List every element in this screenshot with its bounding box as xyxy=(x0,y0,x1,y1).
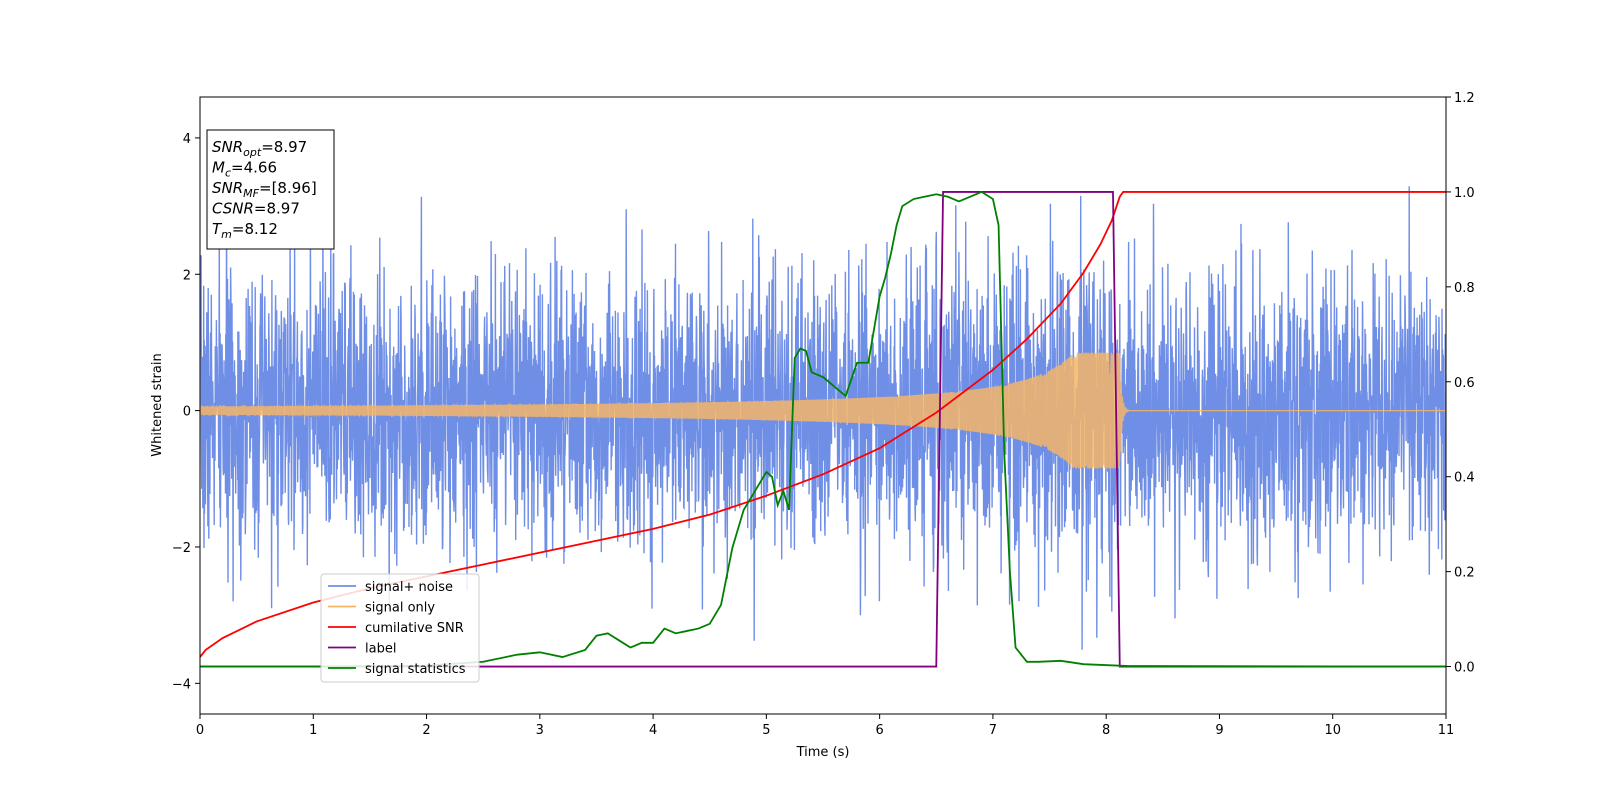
series-signal-statistics xyxy=(200,190,1446,668)
annotation-value: =8.12 xyxy=(232,220,278,238)
legend-frame xyxy=(320,573,480,683)
series-signal-plus-noise xyxy=(200,186,1446,650)
annotation-line: Mc=4.66 xyxy=(212,159,277,180)
legend-label: signal only xyxy=(365,601,435,616)
y2-tick-label: 1.0 xyxy=(1454,186,1475,201)
y2-tick-label: 1.2 xyxy=(1454,91,1475,106)
annotation-symbol: M xyxy=(212,159,225,177)
annotation-frame xyxy=(206,129,335,250)
x-tick-label: 1 xyxy=(309,723,317,738)
annotation-line: SNRMF=[8.96] xyxy=(212,179,317,200)
y2-tick-label: 0.6 xyxy=(1454,376,1475,391)
y2-tick-label: 0.8 xyxy=(1454,281,1475,296)
annotation-subscript: m xyxy=(221,228,232,241)
y2-tick-label: 0.4 xyxy=(1454,471,1475,486)
legend-label: cumilative SNR xyxy=(365,621,464,636)
y-tick-label: −4 xyxy=(172,677,191,692)
plot-area xyxy=(200,186,1446,668)
annotation-value: =8.97 xyxy=(254,200,300,218)
y-axis-title: Whitened strain xyxy=(150,353,165,456)
annotation-symbol: CSNR xyxy=(212,200,254,218)
annotation-value: =[8.96] xyxy=(259,179,317,197)
annotation-value: =8.97 xyxy=(261,138,307,156)
annotation-line: CSNR=8.97 xyxy=(212,200,300,218)
x-tick-label: 9 xyxy=(1215,723,1223,738)
plot-frame xyxy=(199,96,1447,715)
x-tick-label: 10 xyxy=(1324,723,1341,738)
legend: signal+ noise signal only cumilative SNR la… xyxy=(320,573,480,683)
y-tick-label: 0 xyxy=(183,405,191,420)
y-axis-right: 0.0 0.2 0.4 0.6 0.8 1.0 1.2 xyxy=(1446,91,1475,676)
annotation-subscript: c xyxy=(225,167,231,180)
annotation-line: Tm=8.12 xyxy=(212,220,278,241)
x-tick-label: 0 xyxy=(196,723,204,738)
x-axis-title: Time (s) xyxy=(796,745,850,760)
x-tick-label: 2 xyxy=(422,723,430,738)
series-signal-only xyxy=(200,352,1446,469)
x-tick-label: 11 xyxy=(1438,723,1455,738)
x-tick-label: 7 xyxy=(989,723,997,738)
annotation-box: SNRopt=8.97Mc=4.66SNRMF=[8.96]CSNR=8.97T… xyxy=(206,129,335,250)
annotation-symbol: SNR xyxy=(212,179,243,197)
annotation-subscript: opt xyxy=(243,146,262,159)
y2-tick-label: 0.2 xyxy=(1454,566,1475,581)
legend-label: signal+ noise xyxy=(365,580,453,595)
x-tick-label: 8 xyxy=(1102,723,1110,738)
annotation-line: SNRopt=8.97 xyxy=(212,138,307,159)
series-cumulative-snr xyxy=(200,191,1446,658)
x-tick-label: 4 xyxy=(649,723,657,738)
legend-label: signal statistics xyxy=(365,662,466,677)
annotation-subscript: MF xyxy=(243,187,259,200)
y-axis-left: −4 −2 0 2 4 xyxy=(172,132,200,692)
annotation-value: =4.66 xyxy=(231,159,277,177)
x-tick-label: 5 xyxy=(762,723,770,738)
y-tick-label: 4 xyxy=(183,132,191,147)
y-tick-label: −2 xyxy=(172,541,191,556)
annotation-symbol: T xyxy=(212,220,223,238)
y-tick-label: 2 xyxy=(183,268,191,283)
x-tick-label: 6 xyxy=(875,723,883,738)
annotation-symbol: SNR xyxy=(212,138,243,156)
y2-tick-label: 0.0 xyxy=(1454,661,1475,676)
x-axis: 0 1 2 3 4 5 6 7 8 9 10 11 xyxy=(196,714,1454,738)
legend-label: label xyxy=(365,642,396,657)
x-tick-label: 3 xyxy=(536,723,544,738)
